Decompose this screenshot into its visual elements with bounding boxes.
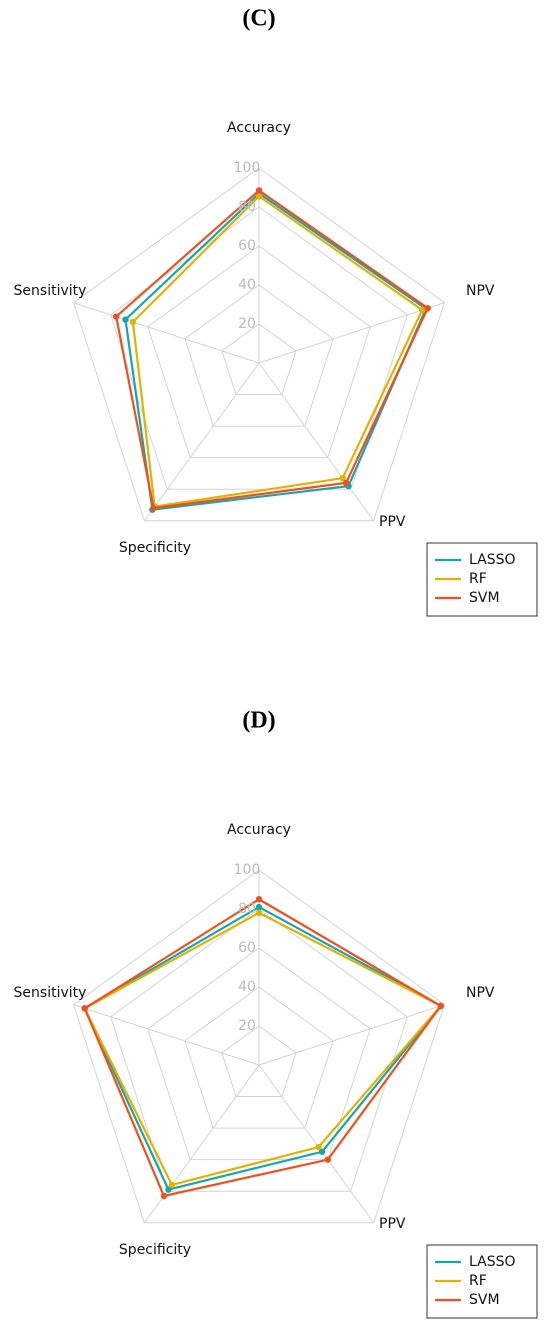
data-point bbox=[255, 909, 263, 917]
axis-label: Sensitivity bbox=[14, 283, 87, 299]
legend-label: LASSO bbox=[469, 552, 516, 568]
data-point bbox=[122, 316, 129, 323]
r-tick-label: 100 bbox=[234, 160, 261, 176]
grid-ring bbox=[147, 947, 371, 1161]
data-point bbox=[339, 474, 346, 482]
r-tick-label: 80 bbox=[238, 199, 256, 215]
data-point bbox=[255, 187, 263, 194]
data-point bbox=[81, 1005, 88, 1012]
series-line bbox=[114, 189, 430, 510]
grid-ring bbox=[147, 245, 371, 459]
series-line bbox=[83, 905, 443, 1191]
grid-ring bbox=[221, 323, 297, 396]
grid-ring bbox=[221, 1025, 297, 1098]
r-tick-label: 40 bbox=[238, 277, 256, 293]
data-point bbox=[255, 896, 263, 903]
grid-spoke bbox=[73, 1004, 260, 1066]
data-point bbox=[424, 304, 431, 312]
legend-label: RF bbox=[469, 1273, 487, 1289]
axis-label: Sensitivity bbox=[14, 985, 87, 1001]
grid-ring bbox=[110, 206, 408, 490]
data-point bbox=[129, 318, 137, 326]
grid-ring bbox=[184, 986, 334, 1129]
legend-label: LASSO bbox=[469, 1254, 516, 1270]
data-point bbox=[419, 306, 426, 314]
data-point bbox=[437, 1002, 444, 1010]
r-tick-label: 20 bbox=[238, 316, 256, 332]
axis-label: NPV bbox=[466, 985, 495, 1001]
data-point bbox=[112, 313, 120, 320]
grid-ring bbox=[72, 869, 446, 1224]
grid-spoke bbox=[258, 1004, 445, 1066]
series-line bbox=[83, 897, 443, 1198]
data-point bbox=[318, 1148, 326, 1155]
series-line bbox=[83, 911, 443, 1187]
axis-label: NPV bbox=[466, 283, 495, 299]
data-point bbox=[165, 1186, 172, 1193]
r-tick-label: 60 bbox=[238, 238, 256, 254]
data-point bbox=[342, 479, 350, 487]
r-tick-label: 60 bbox=[238, 940, 256, 956]
grid-ring bbox=[72, 167, 446, 522]
r-tick-label: 100 bbox=[234, 862, 261, 878]
data-point bbox=[168, 1181, 176, 1189]
data-point bbox=[160, 1192, 168, 1200]
grid-spoke bbox=[258, 362, 375, 522]
axis-label: Specificity bbox=[119, 540, 191, 556]
axis-label: Specificity bbox=[119, 1242, 191, 1258]
legend-label: SVM bbox=[469, 1292, 500, 1308]
data-point bbox=[255, 193, 263, 200]
r-tick-label: 40 bbox=[238, 979, 256, 995]
grid-spoke bbox=[258, 1064, 375, 1224]
data-point bbox=[324, 1156, 331, 1163]
legend-label: SVM bbox=[469, 590, 500, 606]
chart-title: (C) bbox=[242, 6, 275, 32]
r-tick-label: 20 bbox=[238, 1018, 256, 1034]
grid-spoke bbox=[258, 302, 445, 364]
data-point bbox=[315, 1143, 322, 1151]
grid-ring bbox=[110, 908, 408, 1192]
axis-label: PPV bbox=[379, 514, 406, 530]
grid-spoke bbox=[143, 362, 260, 522]
axis-label: Accuracy bbox=[227, 822, 291, 838]
r-tick-label: 80 bbox=[238, 901, 256, 917]
chart-title: (D) bbox=[242, 708, 275, 734]
axis-label: Accuracy bbox=[227, 120, 291, 136]
legend-label: RF bbox=[469, 571, 487, 587]
series-line bbox=[124, 191, 428, 511]
axis-label: PPV bbox=[379, 1216, 406, 1232]
data-point bbox=[150, 504, 157, 512]
grid-spoke bbox=[143, 1064, 260, 1224]
series-line bbox=[131, 194, 424, 508]
data-point bbox=[255, 903, 263, 911]
grid-spoke bbox=[73, 302, 260, 364]
grid-ring bbox=[184, 284, 334, 427]
